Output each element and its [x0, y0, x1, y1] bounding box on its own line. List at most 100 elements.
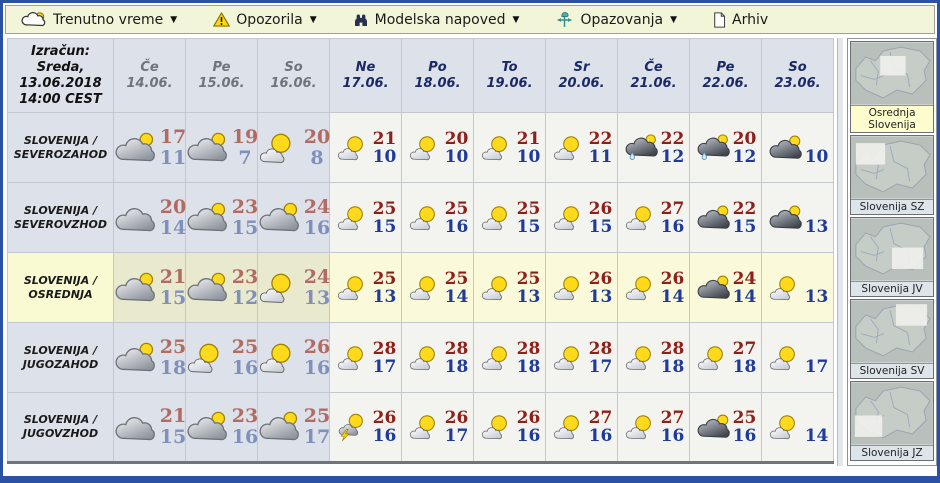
region-label-jugovzhod[interactable]: SLOVENIJA / JUGOVZHOD — [7, 392, 114, 463]
sun-cloud-icon — [184, 341, 230, 375]
temperatures: 21 10 — [517, 130, 541, 166]
low-temp: 16 — [660, 426, 685, 446]
sun-cloud-icon — [479, 204, 516, 232]
forecast-cell: 26 13 — [545, 252, 618, 323]
high-temp: 27 — [588, 408, 613, 428]
slovenia-map-image — [851, 42, 933, 105]
temperatures: 23 16 — [231, 406, 259, 448]
forecast-cell-inner: 25 16 — [402, 200, 473, 236]
dark-cloud-sun-icon — [767, 134, 804, 162]
temperatures: 25 14 — [445, 270, 469, 306]
forecast-cell-inner: 27 16 — [618, 200, 689, 236]
forecast-cell-inner: 23 15 — [184, 196, 259, 239]
forecast-cell-inner: 20 10 — [402, 130, 473, 166]
map-thumb-slovenija-sz[interactable]: Slovenija SZ — [850, 135, 934, 215]
nav-item-opazovanja[interactable]: Opazovanja ▼ — [555, 11, 677, 28]
high-temp: 26 — [660, 268, 685, 289]
low-temp: 14 — [732, 286, 757, 307]
map-thumb-osrednja-slovenija[interactable]: Osrednja Slovenija — [850, 41, 934, 133]
region-label-severozahod[interactable]: SLOVENIJA / SEVEROZAHOD — [7, 112, 114, 183]
low-temp: 17 — [303, 426, 331, 448]
forecast-cell: 20 12 — [689, 112, 762, 183]
day-of-week: Pe — [212, 59, 231, 75]
temperatures: 26 16 — [303, 336, 331, 379]
low-temp: 15 — [231, 216, 259, 239]
nav-item-trenutno-vreme[interactable]: Trenutno vreme ▼ — [20, 11, 177, 29]
high-temp: 20 — [444, 128, 469, 149]
high-temp: 24 — [303, 195, 331, 218]
sun-cloud-icon — [407, 204, 444, 232]
high-temp: 25 — [372, 198, 397, 219]
map-thumb-slovenija-jz[interactable]: Slovenija JZ — [850, 381, 934, 461]
high-temp: 28 — [372, 338, 397, 359]
slovenia-map-image — [851, 136, 933, 199]
low-temp: 18 — [444, 356, 469, 377]
forecast-cell: 28 17 — [545, 322, 618, 393]
nav-item-opozorila[interactable]: Opozorila ▼ — [213, 12, 317, 28]
forecast-cell: 25 14 — [401, 252, 474, 323]
high-temp: 26 — [516, 408, 541, 428]
day-header-ce-21-06: Če 21.06. — [617, 38, 690, 113]
region-label-line: SEVEROZAHOD — [13, 147, 108, 161]
top-navbar: Trenutno vreme ▼ Opozorila ▼ Modelska napove… — [5, 5, 935, 34]
forecast-row-osrednja: SLOVENIJA / OSREDNJA 21 15 23 12 24 13 25 13 25 14 2… — [7, 252, 835, 323]
day-date: 16.06. — [270, 75, 317, 91]
forecast-cell-inner: 24 16 — [258, 195, 331, 239]
forecast-cell: 26 16 — [257, 322, 331, 393]
temperatures: 10 — [805, 130, 829, 166]
temperatures: 24 14 — [733, 270, 757, 306]
high-temp: 28 — [516, 338, 541, 359]
forecast-cell: 20 14 — [113, 182, 187, 253]
dark-cloud-sun-icon — [695, 274, 732, 302]
low-temp: 10 — [804, 146, 829, 167]
forecast-row-jugovzhod: SLOVENIJA / JUGOVZHOD 21 15 23 16 25 17 26 16 26 17… — [7, 392, 835, 463]
calc-info-line: 14:00 CEST — [19, 91, 102, 107]
sun-cloud-icon — [551, 344, 588, 372]
map-thumb-slovenija-jv[interactable]: Slovenija JV — [850, 217, 934, 297]
high-temp: 21 — [159, 265, 187, 288]
nav-item-arhiv[interactable]: Arhiv — [713, 12, 768, 28]
main-content: Izračun: Sreda, 13.06.2018 14:00 CEST Če 14.0… — [7, 38, 937, 466]
region-label-line: SLOVENIJA / — [23, 273, 98, 287]
temperatures: 22 11 — [589, 130, 613, 166]
nav-item-modelska-napoved[interactable]: Modelska napoved ▼ — [353, 12, 520, 28]
region-label-severovzhod[interactable]: SLOVENIJA / SEVEROVZHOD — [7, 182, 114, 253]
temperatures: 27 16 — [589, 409, 613, 445]
temperatures: 25 15 — [373, 200, 397, 236]
temperatures: 28 17 — [589, 340, 613, 376]
temperatures: 25 18 — [159, 336, 187, 379]
high-temp: 26 — [588, 268, 613, 289]
cloud-sun-icon — [20, 11, 47, 29]
region-label-osrednja[interactable]: SLOVENIJA / OSREDNJA — [7, 252, 114, 323]
forecast-cell-inner: 25 14 — [402, 270, 473, 306]
forecast-cell: 21 15 — [113, 392, 186, 463]
low-temp: 11 — [588, 146, 613, 167]
dark-cloud-sun-icon — [695, 204, 732, 232]
high-temp: 25 — [444, 198, 469, 219]
low-temp: 17 — [444, 426, 469, 446]
day-date: 21.06. — [630, 75, 677, 91]
low-temp: 15 — [732, 216, 757, 237]
cloud-sun-icon — [112, 341, 158, 375]
map-thumb-label: Slovenija JZ — [851, 445, 933, 460]
region-label-jugozahod[interactable]: SLOVENIJA / JUGOZAHOD — [7, 322, 114, 393]
high-temp: 27 — [732, 338, 757, 359]
high-temp: 20 — [159, 195, 187, 218]
forecast-cell: 24 13 — [257, 252, 330, 323]
sun-cloud-icon — [407, 274, 444, 302]
forecast-cell-inner: 25 13 — [474, 270, 545, 306]
low-temp: 15 — [588, 216, 613, 237]
sun-cloud-icon — [551, 274, 588, 302]
sun-cloud-icon — [407, 134, 444, 162]
temperatures: 28 18 — [661, 340, 685, 376]
forecast-cell-inner: 28 18 — [402, 340, 473, 376]
map-thumb-slovenija-sv[interactable]: Slovenija SV — [850, 299, 934, 379]
cloud-sun-icon — [184, 201, 230, 235]
high-temp: 28 — [444, 338, 469, 359]
forecast-cell-inner: 26 14 — [618, 270, 689, 306]
low-temp: 16 — [660, 216, 685, 237]
low-temp: 12 — [660, 146, 685, 167]
forecast-cell-inner: 22 11 — [546, 130, 617, 166]
dropdown-arrow-icon: ▼ — [512, 14, 520, 25]
